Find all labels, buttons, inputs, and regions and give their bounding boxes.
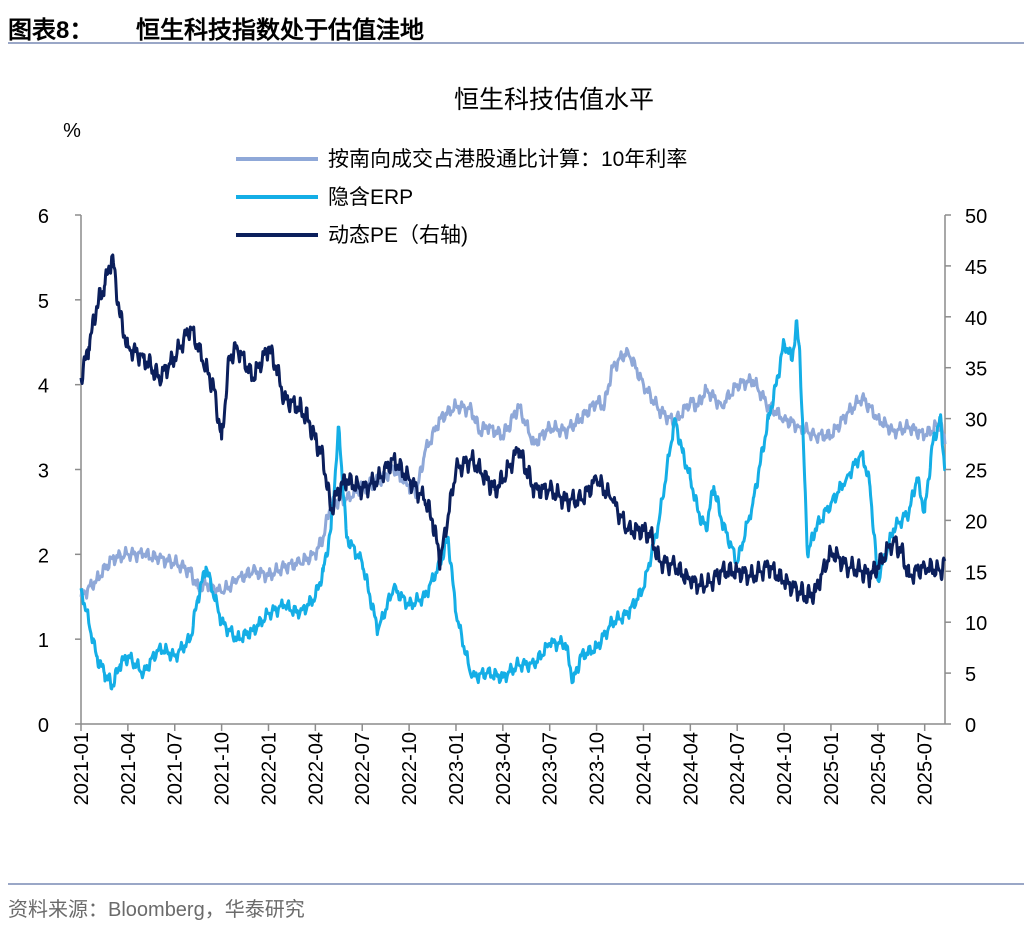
y-left-tick-label: 1 — [38, 630, 49, 652]
legend: 按南向成交占港股通比计算：10年利率 隐含ERP 动态PE（右轴) — [236, 148, 687, 247]
series-line-erp — [79, 319, 947, 691]
chart-title: 恒生科技估值水平 — [454, 86, 654, 114]
y-right-tick-label: 35 — [965, 359, 987, 381]
x-tick-label: 2022-07 — [352, 732, 374, 805]
header-rule — [8, 42, 1024, 44]
footer-rule — [8, 883, 1024, 885]
x-tick-label: 2021-01 — [71, 732, 93, 805]
x-tick-label: 2024-04 — [680, 732, 702, 805]
x-tick-label: 2022-01 — [258, 732, 280, 805]
y-left-tick-label: 0 — [38, 715, 49, 737]
y-right-tick-label: 50 — [965, 206, 987, 228]
y-right-tick-label: 15 — [965, 562, 987, 584]
x-tick-label: 2023-01 — [446, 732, 468, 805]
y-left-tick-label: 6 — [38, 206, 49, 228]
x-tick-label: 2023-10 — [587, 732, 609, 805]
x-tick-label: 2024-10 — [774, 732, 796, 805]
figure-number: 图表8： — [8, 17, 94, 44]
series-layer — [79, 253, 947, 691]
chart-svg: 恒生科技估值水平 % 01234560510152025303540455020… — [38, 86, 987, 805]
x-tick-label: 2024-07 — [727, 732, 749, 805]
y-right-tick-label: 45 — [965, 257, 987, 279]
figure-header: 图表8： 恒生科技指数处于估值洼地 — [8, 6, 1018, 44]
legend-label-rate: 按南向成交占港股通比计算：10年利率 — [328, 148, 687, 171]
y-left-tick-label: 3 — [38, 461, 49, 483]
series-line-pe — [79, 253, 947, 605]
x-tick-label: 2021-07 — [165, 732, 187, 805]
figure-title: 恒生科技指数处于估值洼地 — [136, 17, 424, 44]
y-right-tick-label: 20 — [965, 511, 987, 533]
y-left-tick-label: 5 — [38, 291, 49, 313]
y-right-tick-label: 0 — [965, 715, 976, 737]
x-tick-label: 2021-10 — [212, 732, 234, 805]
x-tick-label: 2024-01 — [633, 732, 655, 805]
y-left-tick-label: 2 — [38, 545, 49, 567]
x-tick-label: 2023-07 — [540, 732, 562, 805]
y-right-tick-label: 25 — [965, 461, 987, 483]
source-note: 资料来源：Bloomberg，华泰研究 — [8, 899, 305, 921]
series-line-10y-rate — [79, 346, 947, 600]
y-left-axis-label: % — [63, 120, 81, 142]
y-right-tick-label: 30 — [965, 410, 987, 432]
x-tick-label: 2025-07 — [915, 732, 937, 805]
x-tick-label: 2025-04 — [868, 732, 890, 805]
x-tick-label: 2022-04 — [305, 732, 327, 805]
y-right-tick-label: 10 — [965, 613, 987, 635]
y-right-tick-label: 5 — [965, 664, 976, 686]
x-tick-label: 2022-10 — [399, 732, 421, 805]
x-tick-label: 2023-04 — [493, 732, 515, 805]
y-left-tick-label: 4 — [38, 376, 49, 398]
x-tick-label: 2025-01 — [821, 732, 843, 805]
legend-label-erp: 隐含ERP — [328, 186, 413, 209]
legend-label-pe: 动态PE（右轴) — [328, 224, 468, 247]
y-right-tick-label: 40 — [965, 308, 987, 330]
x-tick-label: 2021-04 — [118, 732, 140, 805]
